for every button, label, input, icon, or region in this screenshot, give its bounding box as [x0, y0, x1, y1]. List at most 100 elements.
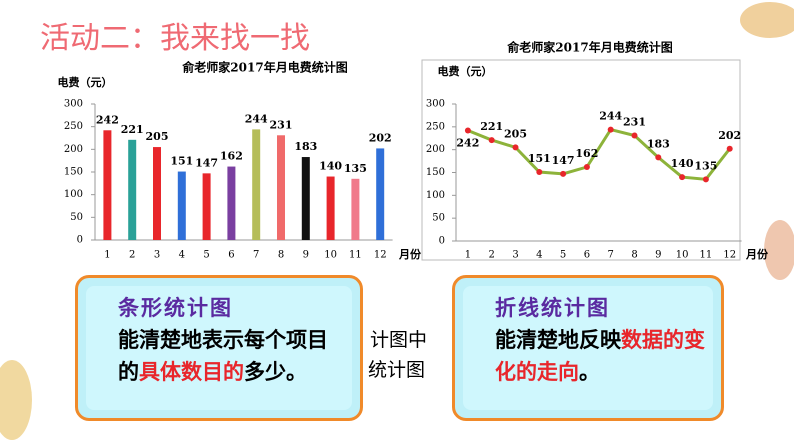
bar [376, 148, 385, 240]
y-tick-label: 50 [70, 212, 83, 223]
x-tick-label: 9 [655, 250, 661, 261]
value-label: 162 [575, 147, 598, 160]
marker [583, 164, 590, 171]
value-label: 205 [146, 130, 169, 143]
x-tick-label: 5 [203, 250, 209, 261]
x-tick-label: 8 [278, 250, 284, 261]
value-label: 183 [647, 137, 670, 150]
box: 条形统计图能清楚地表示每个项目的具体数目的多少。 [75, 275, 363, 421]
marker [512, 144, 519, 151]
bar [227, 166, 236, 240]
x-tick-label: 3 [154, 250, 160, 261]
value-label: 140 [671, 157, 694, 170]
bar [103, 130, 112, 240]
y-tick-label: 100 [64, 189, 83, 200]
bar [177, 171, 186, 240]
y-tick-label: 250 [64, 121, 83, 132]
x-tick-label: 10 [324, 250, 337, 261]
x-tick-label: 6 [228, 250, 234, 261]
bar [277, 135, 285, 240]
marker [702, 176, 709, 183]
value-label: 205 [504, 127, 527, 140]
value-label: 162 [220, 150, 243, 163]
text-segment: 能清楚地反映 [495, 328, 621, 352]
value-label: 231 [623, 116, 646, 129]
leaf [740, 2, 794, 38]
y-tick-label: 150 [426, 167, 445, 178]
x-tick-label: 12 [374, 250, 387, 261]
x-tick-label: 11 [700, 250, 713, 261]
y-tick-label: 150 [64, 167, 83, 178]
marker [560, 170, 567, 177]
value-label: 221 [480, 120, 503, 133]
bar [326, 176, 335, 240]
page-title: 活动二：我来找一找 [40, 21, 310, 56]
y-tick-label: 300 [426, 99, 445, 110]
marker [726, 145, 733, 152]
chart-title: 俞老师家2017年月电费统计图 [506, 40, 672, 55]
value-label: 202 [369, 131, 392, 144]
line [467, 127, 731, 181]
value-label: 244 [599, 110, 622, 123]
marker [679, 174, 686, 181]
text-segment: 数据的变化的走向 [495, 328, 705, 384]
value-label: 244 [245, 112, 268, 125]
value-label: 202 [718, 129, 741, 142]
box-heading: 条形统计图 [118, 296, 233, 320]
y-tick-label: 50 [432, 213, 445, 224]
text-segment: 多少 [244, 360, 286, 384]
y-tick-label: 300 [64, 99, 83, 110]
bar [153, 147, 161, 240]
x-tick-label: 7 [608, 250, 614, 261]
y-axis-label: 电费（元） [438, 64, 493, 78]
y-tick-label: 250 [426, 121, 445, 132]
x-tick-label: 1 [465, 250, 471, 261]
marker [464, 127, 471, 134]
value-label: 151 [170, 155, 193, 168]
y-tick-label: 200 [426, 144, 445, 155]
x-tick-label: 9 [303, 250, 309, 261]
text-segment: 。 [286, 360, 307, 384]
value-label: 242 [456, 136, 479, 149]
value-label: 151 [528, 152, 551, 165]
box-text: 能清楚地表示每个项目的具体数目的多少。 [118, 324, 346, 388]
value-label: 147 [195, 156, 218, 169]
bar [252, 129, 261, 240]
value-label: 140 [319, 160, 342, 173]
x-tick-label: 4 [536, 250, 542, 261]
bar [301, 157, 310, 240]
x-tick-label: 2 [129, 250, 135, 261]
x-axis-label: 月份 [745, 247, 769, 261]
x-tick-label: 1 [104, 250, 110, 261]
bar [128, 139, 137, 240]
leaf [764, 220, 794, 280]
chart-title: 俞老师家2017年月电费统计图 [181, 60, 347, 75]
x-tick-label: 10 [676, 250, 689, 261]
text-segment: 能清楚地表示每个项目的 [118, 328, 328, 384]
x-tick-label: 12 [723, 250, 736, 261]
x-tick-label: 3 [512, 250, 518, 261]
occluded-text: 统计图 [368, 359, 426, 381]
marker [631, 132, 638, 139]
value-label: 135 [694, 159, 717, 172]
x-tick-label: 7 [253, 250, 259, 261]
y-tick-label: 200 [64, 144, 83, 155]
value-label: 183 [294, 140, 317, 153]
box-text: 能清楚地反映数据的变化的走向。 [495, 324, 707, 388]
value-label: 242 [96, 113, 119, 126]
y-axis-label: 电费（元） [58, 75, 113, 89]
x-tick-label: 2 [489, 250, 495, 261]
value-label: 231 [270, 118, 293, 131]
value-label: 147 [552, 154, 575, 167]
text-segment: 具体数目的 [139, 360, 244, 384]
occluded-text: 计图中 [370, 329, 428, 351]
chart-frame [421, 59, 741, 261]
x-axis-label: 月份 [398, 247, 422, 261]
value-label: 221 [121, 123, 144, 136]
marker [488, 137, 495, 144]
y-tick-label: 0 [77, 235, 83, 246]
y-tick-label: 0 [439, 236, 445, 247]
bar [351, 178, 360, 240]
